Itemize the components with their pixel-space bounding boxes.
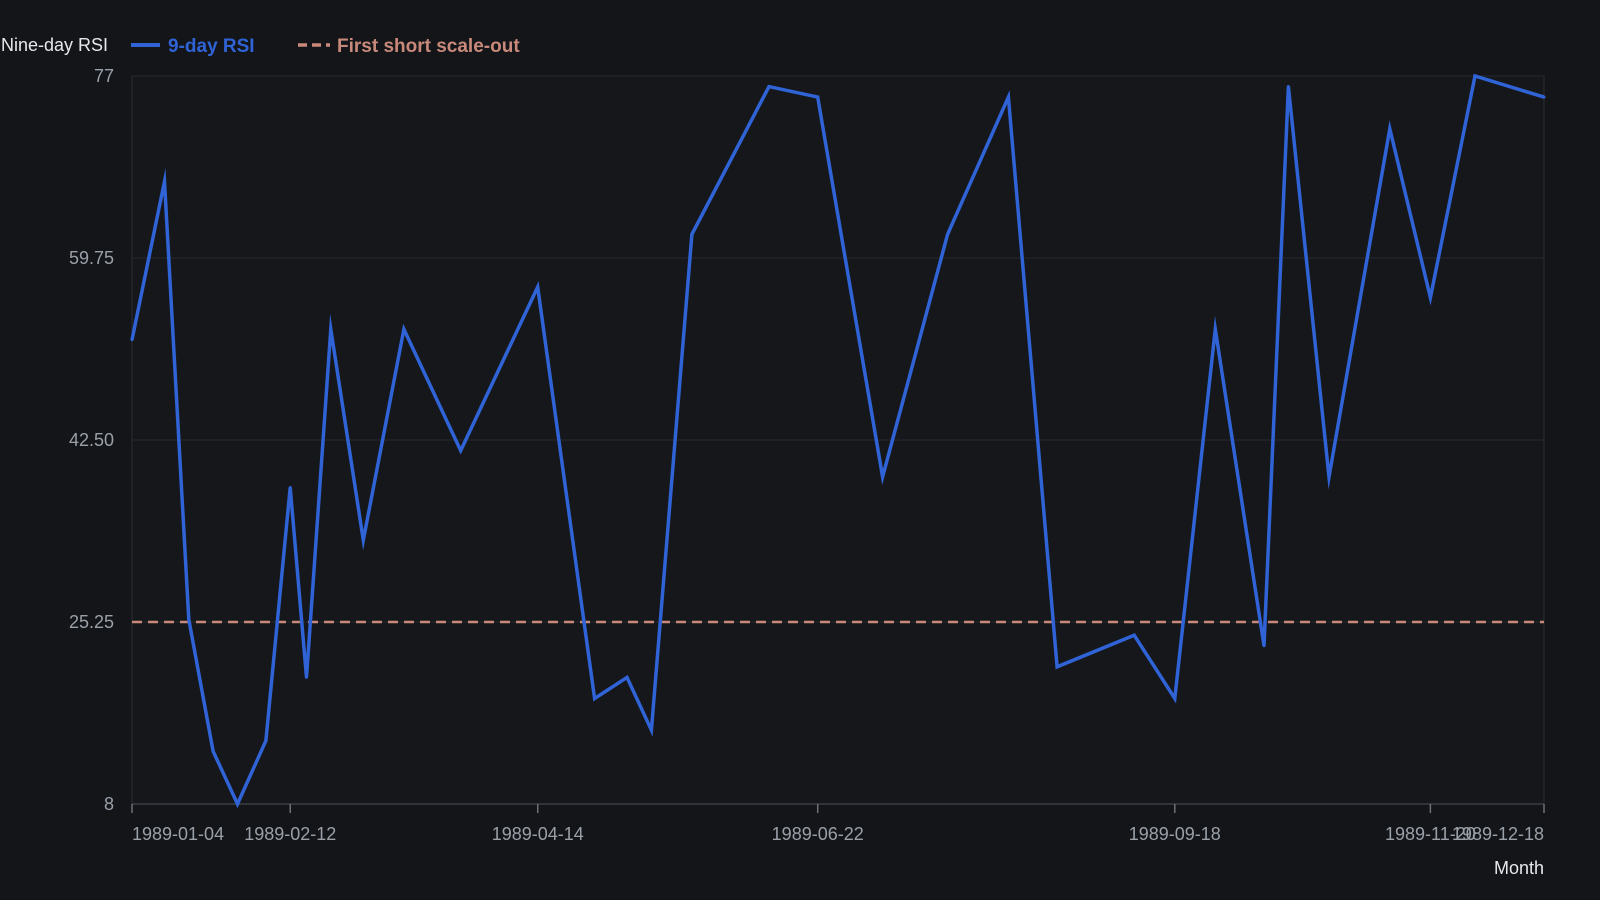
rsi-data-point <box>1473 74 1477 78</box>
x-tick-label: 1989-12-18 <box>1452 824 1544 844</box>
x-tick-label: 1989-06-22 <box>772 824 864 844</box>
y-tick-label: 42.50 <box>69 430 114 450</box>
rsi-data-point <box>361 538 365 542</box>
rsi-data-point <box>1132 633 1136 637</box>
rsi-data-point <box>162 180 166 184</box>
x-tick-label: 1989-01-04 <box>132 824 224 844</box>
rsi-data-point <box>329 327 333 331</box>
x-tick-label: 1989-04-14 <box>492 824 584 844</box>
rsi-data-point <box>1327 475 1331 479</box>
rsi-data-point <box>187 617 191 621</box>
x-tick-label: 1989-11-20 <box>1385 824 1476 844</box>
legend: Nine-day RSI 9-day RSI First short scale… <box>1 35 1544 878</box>
x-axis-title: Month <box>1494 858 1544 878</box>
rsi-data-point <box>690 232 694 236</box>
rsi-data-point <box>649 728 653 732</box>
rsi-data-point <box>1055 665 1059 669</box>
rsi-data-point <box>304 675 308 679</box>
y-tick-label: 59.75 <box>69 248 114 268</box>
rsi-data-point <box>593 696 597 700</box>
y-tick-label: 25.25 <box>69 612 114 632</box>
axes: 77 59.75 42.50 25.25 8 1989-01-04 1989-02-12 19… <box>69 66 1545 844</box>
rsi-data-point <box>946 232 950 236</box>
rsi-data-point <box>235 802 239 806</box>
rsi-data-point <box>536 285 540 289</box>
series <box>130 73 1546 809</box>
rsi-data-point <box>211 749 215 753</box>
x-tick-label: 1989-09-18 <box>1129 824 1221 844</box>
rsi-data-point <box>1213 327 1217 331</box>
y-tick-label: 8 <box>104 794 114 814</box>
rsi-data-point <box>459 449 463 453</box>
y-tick-label: 77 <box>94 66 114 86</box>
rsi-data-point <box>1388 127 1392 131</box>
rsi-data-point <box>767 85 771 89</box>
rsi-data-point <box>1428 296 1432 300</box>
rsi-data-point <box>1286 85 1290 89</box>
rsi-data-point <box>625 675 629 679</box>
rsi-data-point <box>288 485 292 489</box>
x-tick-label: 1989-02-12 <box>244 824 336 844</box>
grid <box>131 75 1545 805</box>
rsi-data-point <box>1262 644 1266 648</box>
rsi-data-point <box>264 739 268 743</box>
rsi-data-point <box>1542 95 1546 99</box>
legend-label-rsi: 9-day RSI <box>168 36 255 57</box>
rsi-data-point <box>1173 696 1177 700</box>
rsi-data-point <box>1006 95 1010 99</box>
y-axis-title: Nine-day RSI <box>1 35 108 55</box>
rsi-data-point <box>881 475 885 479</box>
rsi-data-point <box>402 327 406 331</box>
rsi-data-point <box>816 95 820 99</box>
legend-label-scale-out: First short scale-out <box>337 36 520 57</box>
rsi-data-point <box>130 338 134 342</box>
